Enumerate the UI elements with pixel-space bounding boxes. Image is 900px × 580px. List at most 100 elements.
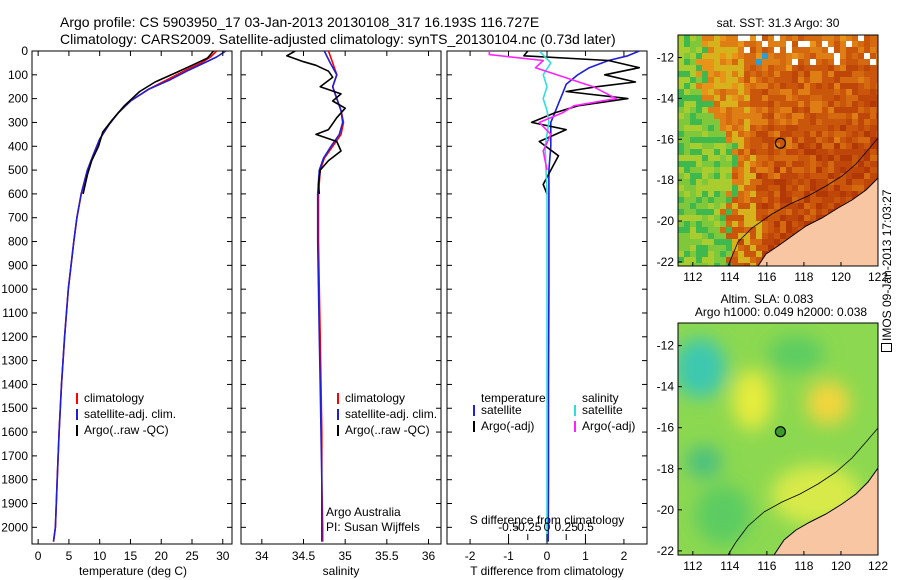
sst-pixel xyxy=(822,71,828,77)
sst-pixel xyxy=(744,59,750,65)
sst-pixel xyxy=(726,119,732,125)
sst-pixel xyxy=(810,41,816,47)
sst-pixel xyxy=(792,143,798,149)
sst-pixel xyxy=(708,179,714,185)
y-tick-label: 1900 xyxy=(1,497,28,511)
sst-pixel xyxy=(858,65,864,71)
sst-pixel xyxy=(810,95,816,101)
sst-pixel xyxy=(816,215,822,221)
sst-pixel xyxy=(702,77,708,83)
salinity-legend: climatology satellite-adj. clim. Argo(..… xyxy=(337,391,437,437)
sst-pixel xyxy=(858,125,864,131)
sst-pixel xyxy=(714,185,720,191)
sst-pixel xyxy=(846,161,852,167)
sst-pixel xyxy=(780,77,786,83)
sst-pixel xyxy=(858,143,864,149)
sla-land-australia xyxy=(773,467,878,555)
sst-pixel xyxy=(696,161,702,167)
sst-pixel xyxy=(774,131,780,137)
temperature-xlabel: temperature (deg C) xyxy=(79,564,187,578)
sst-pixel xyxy=(852,65,858,71)
sst-pixel xyxy=(846,191,852,197)
sst-pixel xyxy=(756,179,762,185)
sst-pixel xyxy=(846,71,852,77)
sst-pixel xyxy=(792,227,798,233)
sst-pixel xyxy=(678,251,684,257)
sst-pixel xyxy=(804,101,810,107)
sst-pixel xyxy=(768,101,774,107)
sst-pixel xyxy=(708,197,714,203)
sst-pixel xyxy=(726,257,732,263)
sst-pixel xyxy=(846,197,852,203)
sst-pixel xyxy=(678,227,684,233)
sst-pixel xyxy=(702,239,708,245)
sst-pixel xyxy=(804,209,810,215)
sst-pixel xyxy=(702,167,708,173)
sst-pixel xyxy=(774,185,780,191)
x-tick-label: 0 xyxy=(35,549,42,563)
map-x-tick-label: 118 xyxy=(794,559,813,573)
sst-pixel xyxy=(714,245,720,251)
sst-pixel xyxy=(792,155,798,161)
sst-pixel xyxy=(738,221,744,227)
sst-pixel xyxy=(702,197,708,203)
sst-pixel xyxy=(762,245,768,251)
sst-pixel xyxy=(720,137,726,143)
sst-pixel xyxy=(714,53,720,59)
sst-pixel xyxy=(744,227,750,233)
sst-pixel xyxy=(828,77,834,83)
sst-pixel xyxy=(768,161,774,167)
sst-pixel xyxy=(816,119,822,125)
sst-pixel xyxy=(804,119,810,125)
sst-pixel xyxy=(780,95,786,101)
sst-pixel xyxy=(804,65,810,71)
sst-pixel xyxy=(780,233,786,239)
sst-pixel xyxy=(744,89,750,95)
sst-pixel xyxy=(798,125,804,131)
sst-pixel xyxy=(696,227,702,233)
sst-pixel xyxy=(768,107,774,113)
sst-pixel xyxy=(864,149,870,155)
sst-pixel xyxy=(690,173,696,179)
sst-pixel xyxy=(678,221,684,227)
sst-pixel xyxy=(846,95,852,101)
sst-pixel xyxy=(756,233,762,239)
sst-pixel xyxy=(786,53,792,59)
sst-pixel xyxy=(702,233,708,239)
y-tick-label: 1700 xyxy=(1,449,28,463)
sst-pixel xyxy=(828,53,834,59)
x-tick-secondary-label: 0 xyxy=(544,520,551,534)
sst-pixel xyxy=(774,155,780,161)
sst-pixel xyxy=(726,77,732,83)
sst-pixel xyxy=(750,119,756,125)
sst-pixel xyxy=(696,257,702,263)
sst-pixel xyxy=(702,107,708,113)
sst-pixel xyxy=(750,215,756,221)
sst-pixel xyxy=(744,161,750,167)
sst-pixel xyxy=(744,65,750,71)
sst-pixel xyxy=(864,167,870,173)
x-tick-label: -2 xyxy=(465,549,476,563)
sst-pixel xyxy=(876,149,878,155)
sst-pixel xyxy=(720,185,726,191)
sst-pixel xyxy=(780,143,786,149)
sst-pixel xyxy=(684,89,690,95)
x-tick-label: 1 xyxy=(582,549,589,563)
sst-pixel xyxy=(714,251,720,257)
sst-pixel xyxy=(804,71,810,77)
sst-pixel xyxy=(852,173,858,179)
sst-pixel xyxy=(786,113,792,119)
sst-pixel xyxy=(816,155,822,161)
sst-pixel xyxy=(822,167,828,173)
sst-pixel xyxy=(840,53,846,59)
sst-pixel xyxy=(798,107,804,113)
sst-pixel xyxy=(756,185,762,191)
sst-pixel xyxy=(678,203,684,209)
sst-pixel xyxy=(744,209,750,215)
sst-pixel xyxy=(678,53,684,59)
legend-header-salinity: salinity xyxy=(582,391,619,405)
sst-pixel xyxy=(774,179,780,185)
sst-pixel xyxy=(750,53,756,59)
sst-pixel xyxy=(786,185,792,191)
sst-pixel xyxy=(792,65,798,71)
